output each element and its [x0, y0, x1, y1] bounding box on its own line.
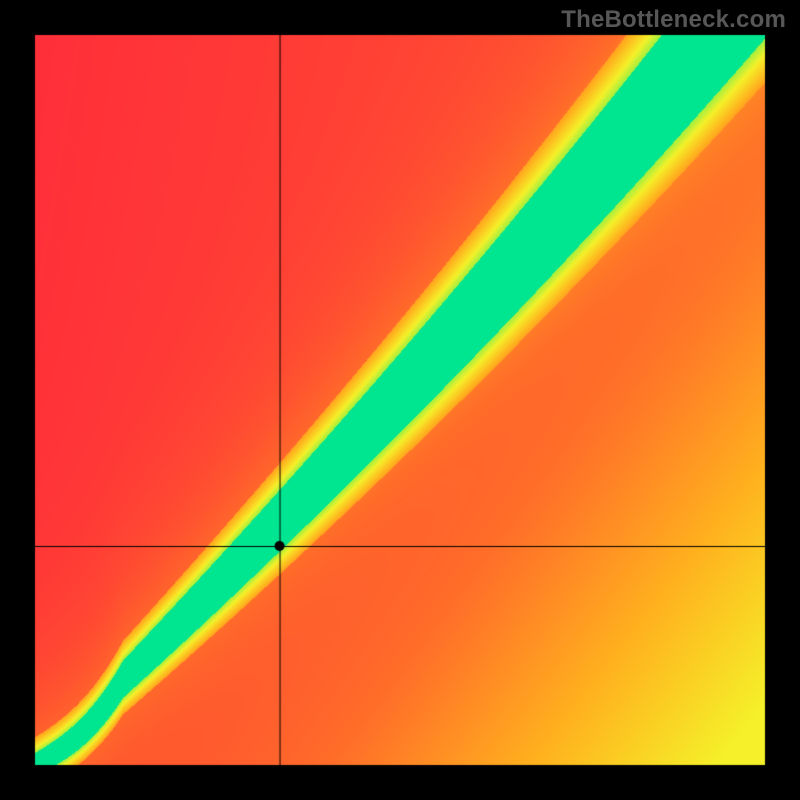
bottleneck-heatmap	[0, 0, 800, 800]
chart-container: TheBottleneck.com	[0, 0, 800, 800]
watermark-text: TheBottleneck.com	[561, 6, 786, 34]
